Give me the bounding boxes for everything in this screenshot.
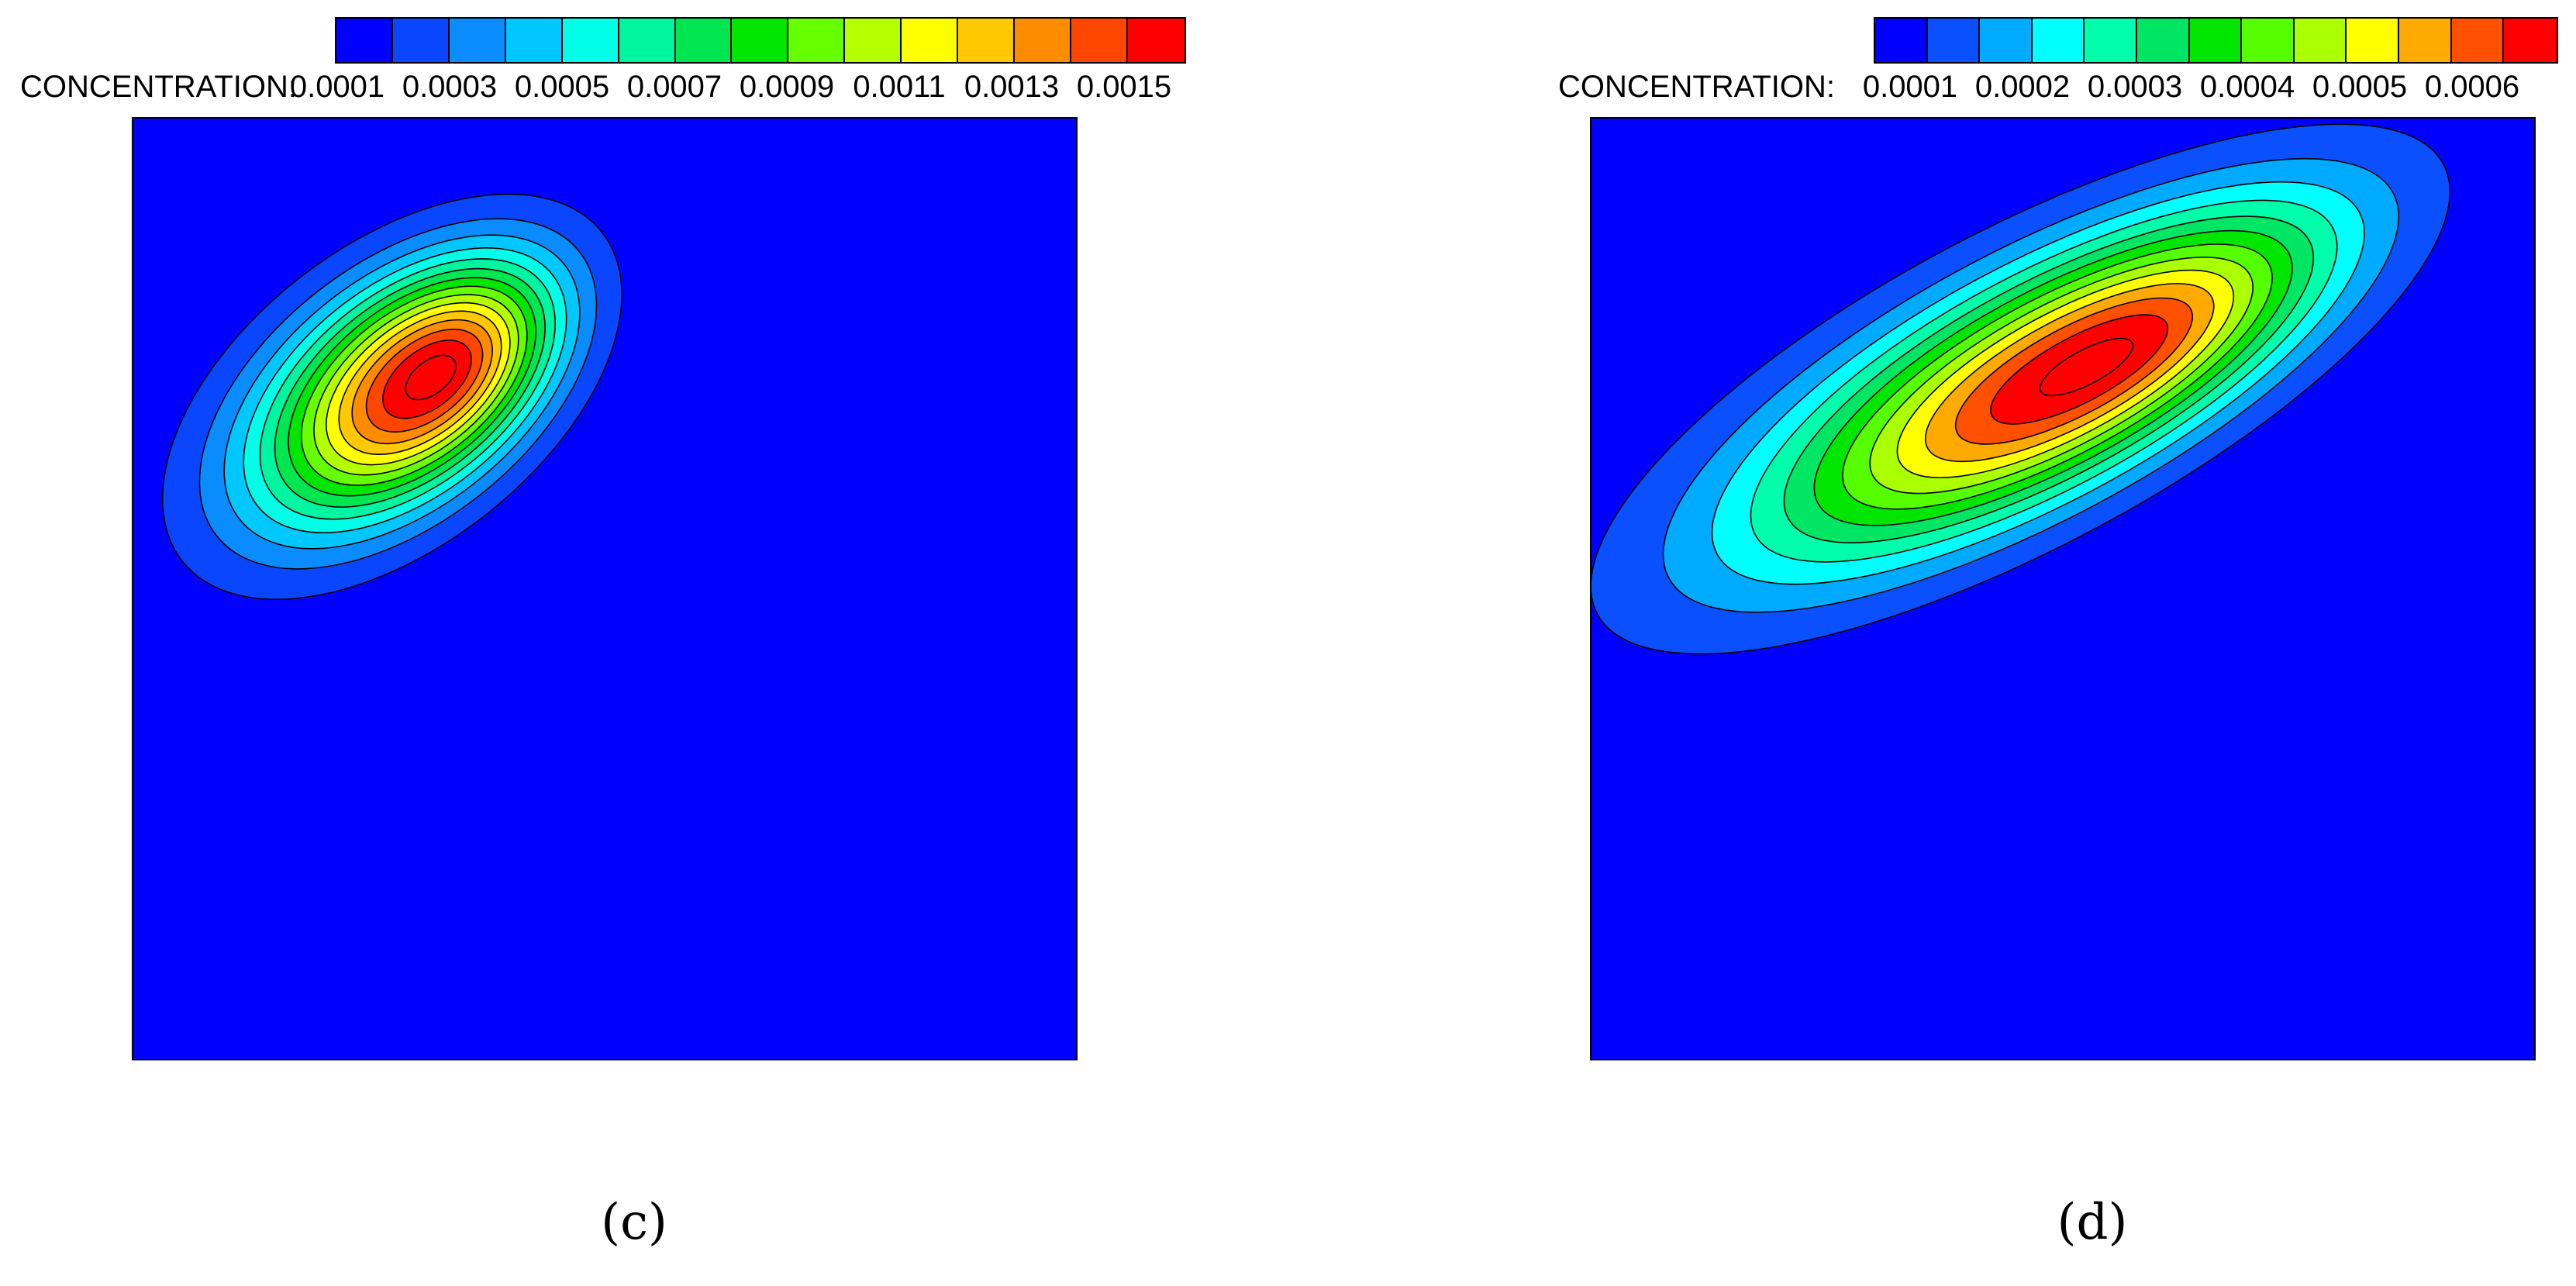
colorbar-swatch: [1127, 19, 1185, 62]
colorbar-swatch: [562, 19, 619, 62]
colorbar-tick-label: 0.0001: [1862, 70, 1958, 104]
panel-c: CONCENTRATION: 0.0001 0.0003 0.0005 0.0007 0…: [0, 17, 1288, 1251]
colorbar-tick-label: 0.0007: [626, 70, 722, 104]
legend-title-c: CONCENTRATION:: [20, 70, 298, 104]
contour-plot-c: [132, 117, 1078, 1060]
colorbar-tick-label: 0.0004: [2199, 70, 2295, 104]
colorbar-tick-label: 0.0013: [964, 70, 1060, 104]
colorbar-swatch: [2137, 19, 2190, 62]
colorbar-tick-label: 0.0015: [1076, 70, 1172, 104]
colorbar-tick-label: 0.0003: [402, 70, 498, 104]
colorbar-swatch: [392, 19, 450, 62]
colorbar-swatch: [505, 19, 563, 62]
contour-plot-d: [1590, 117, 2536, 1060]
colorbar-swatch: [1015, 19, 1071, 62]
contour-svg-d: [1591, 119, 2534, 1059]
colorbar-swatch: [2504, 19, 2557, 62]
colorbar-tick-label: 0.0005: [514, 70, 610, 104]
colorbar-swatch: [2451, 19, 2505, 62]
colorbar-swatch: [788, 19, 846, 62]
colorbar-tick-label: 0.0006: [2424, 70, 2520, 104]
colorbar-swatch: [2294, 19, 2347, 62]
colorbar-swatch: [902, 19, 959, 62]
colorbar-swatch: [449, 19, 506, 62]
colorbar-d: [1874, 17, 2558, 64]
colorbar-swatch: [2085, 19, 2138, 62]
colorbar-swatch: [2399, 19, 2452, 62]
colorbar-tick-label: 0.0005: [2312, 70, 2408, 104]
colorbar-swatch: [336, 19, 393, 62]
colorbar-swatch: [2242, 19, 2295, 62]
panel-caption-d: (d): [2057, 1194, 2128, 1251]
colorbar-swatch: [2032, 19, 2085, 62]
colorbar-tick-label: 0.0009: [739, 70, 835, 104]
contour-band: [2039, 337, 2134, 397]
colorbar-tick-label: 0.0003: [2087, 70, 2183, 104]
legend-row-d: CONCENTRATION: 0.0001 0.0002 0.0003 0.0004 0…: [1288, 70, 2576, 113]
legend-title-d: CONCENTRATION:: [1558, 70, 1836, 104]
colorbar-swatch: [845, 19, 902, 62]
colorbar-tick-label: 0.0001: [289, 70, 385, 104]
colorbar-swatch: [2189, 19, 2243, 62]
colorbar-swatch: [1071, 19, 1128, 62]
contour-svg-c: [133, 119, 1076, 1059]
contour-bands: [161, 193, 622, 600]
colorbar-tick-label: 0.0011: [853, 70, 946, 104]
colorbar-swatch: [619, 19, 676, 62]
colorbar-swatch: [1927, 19, 1981, 62]
panel-d: CONCENTRATION: 0.0001 0.0002 0.0003 0.0004 0…: [1288, 0, 2576, 1286]
colorbar-tick-label: 0.0002: [1974, 70, 2071, 104]
colorbar-swatch: [1875, 19, 1928, 62]
colorbar-swatch: [958, 19, 1016, 62]
contour-bands: [1591, 123, 2450, 655]
contour-band: [405, 354, 457, 401]
legend-row-c: CONCENTRATION: 0.0001 0.0003 0.0005 0.0007 0…: [0, 70, 1288, 113]
colorbar-c: [335, 17, 1186, 64]
colorbar-swatch: [2347, 19, 2400, 62]
colorbar-swatch: [675, 19, 733, 62]
panel-caption-c: (c): [601, 1194, 667, 1251]
colorbar-swatch: [1980, 19, 2033, 62]
colorbar-swatch: [732, 19, 789, 62]
